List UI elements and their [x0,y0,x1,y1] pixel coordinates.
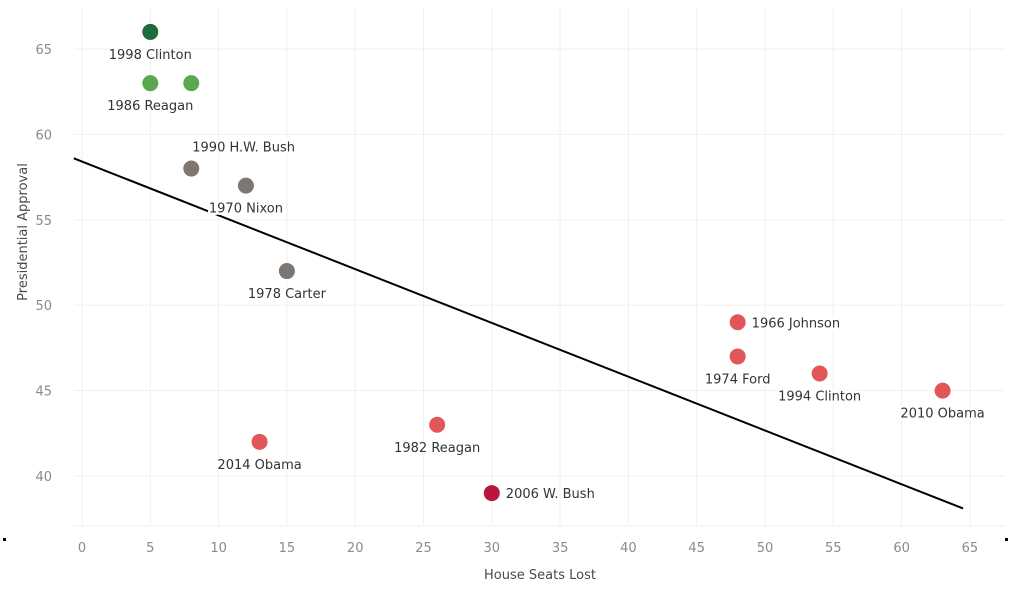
data-point[interactable] [278,263,295,280]
point-label: 1974 Ford [705,372,771,387]
data-point[interactable] [237,177,254,194]
x-tick-label: 10 [210,541,227,556]
data-point[interactable] [142,75,159,92]
point-label: 1994 Clinton [778,390,861,405]
x-tick-label: 25 [415,541,432,556]
corner-mark-left [3,538,6,541]
y-tick-label: 50 [35,299,52,314]
point-labels: 1998 Clinton 1986 Reagan 1990 H.W. Bush 197… [105,45,987,504]
trendline-group [73,157,964,510]
y-tick-label: 55 [35,214,52,229]
point-label: 1966 Johnson [752,316,840,331]
x-tick-label: 0 [78,541,86,556]
x-tick-label: 60 [893,541,910,556]
y-axis-title: Presidential Approval [16,163,31,301]
points-group [142,23,951,502]
x-axis-ticks: 0 5 10 15 20 25 30 35 40 45 50 55 60 65 [78,541,978,556]
x-tick-label: 55 [825,541,842,556]
x-tick-label: 15 [279,541,296,556]
data-point[interactable] [429,416,446,433]
x-axis-title: House Seats Lost [484,568,596,583]
x-tick-label: 30 [484,541,501,556]
point-label: 2010 Obama [900,407,984,422]
point-label: 2014 Obama [217,458,301,473]
x-tick-label: 40 [620,541,637,556]
y-tick-label: 40 [35,470,52,485]
point-label: 1970 Nixon [209,202,283,217]
data-point[interactable] [251,433,268,450]
data-point[interactable] [183,75,200,92]
x-tick-label: 50 [757,541,774,556]
trend-line [73,157,964,510]
data-point[interactable] [142,23,159,40]
x-tick-label: 65 [962,541,979,556]
x-tick-label: 45 [688,541,705,556]
data-point[interactable] [934,382,951,399]
point-label: 1982 Reagan [394,441,480,456]
point-label: 1986 Reagan [107,99,193,114]
point-label: 2006 W. Bush [506,487,595,502]
corner-mark-right [1005,538,1008,541]
x-tick-label: 35 [552,541,569,556]
point-label: 1978 Carter [248,287,327,302]
data-point[interactable] [811,365,828,382]
data-point[interactable] [729,348,746,365]
point-label: 1998 Clinton [109,48,192,63]
y-axis-ticks: 40 45 50 55 60 65 [35,43,52,485]
x-tick-label: 20 [347,541,364,556]
y-tick-label: 60 [35,128,52,143]
gridlines [74,8,1005,527]
point-label: 1990 H.W. Bush [192,141,295,156]
y-tick-label: 65 [35,43,52,58]
data-point[interactable] [183,160,200,177]
data-point[interactable] [729,314,746,331]
y-tick-label: 45 [35,385,52,400]
data-point[interactable] [483,485,500,502]
x-tick-label: 5 [146,541,154,556]
